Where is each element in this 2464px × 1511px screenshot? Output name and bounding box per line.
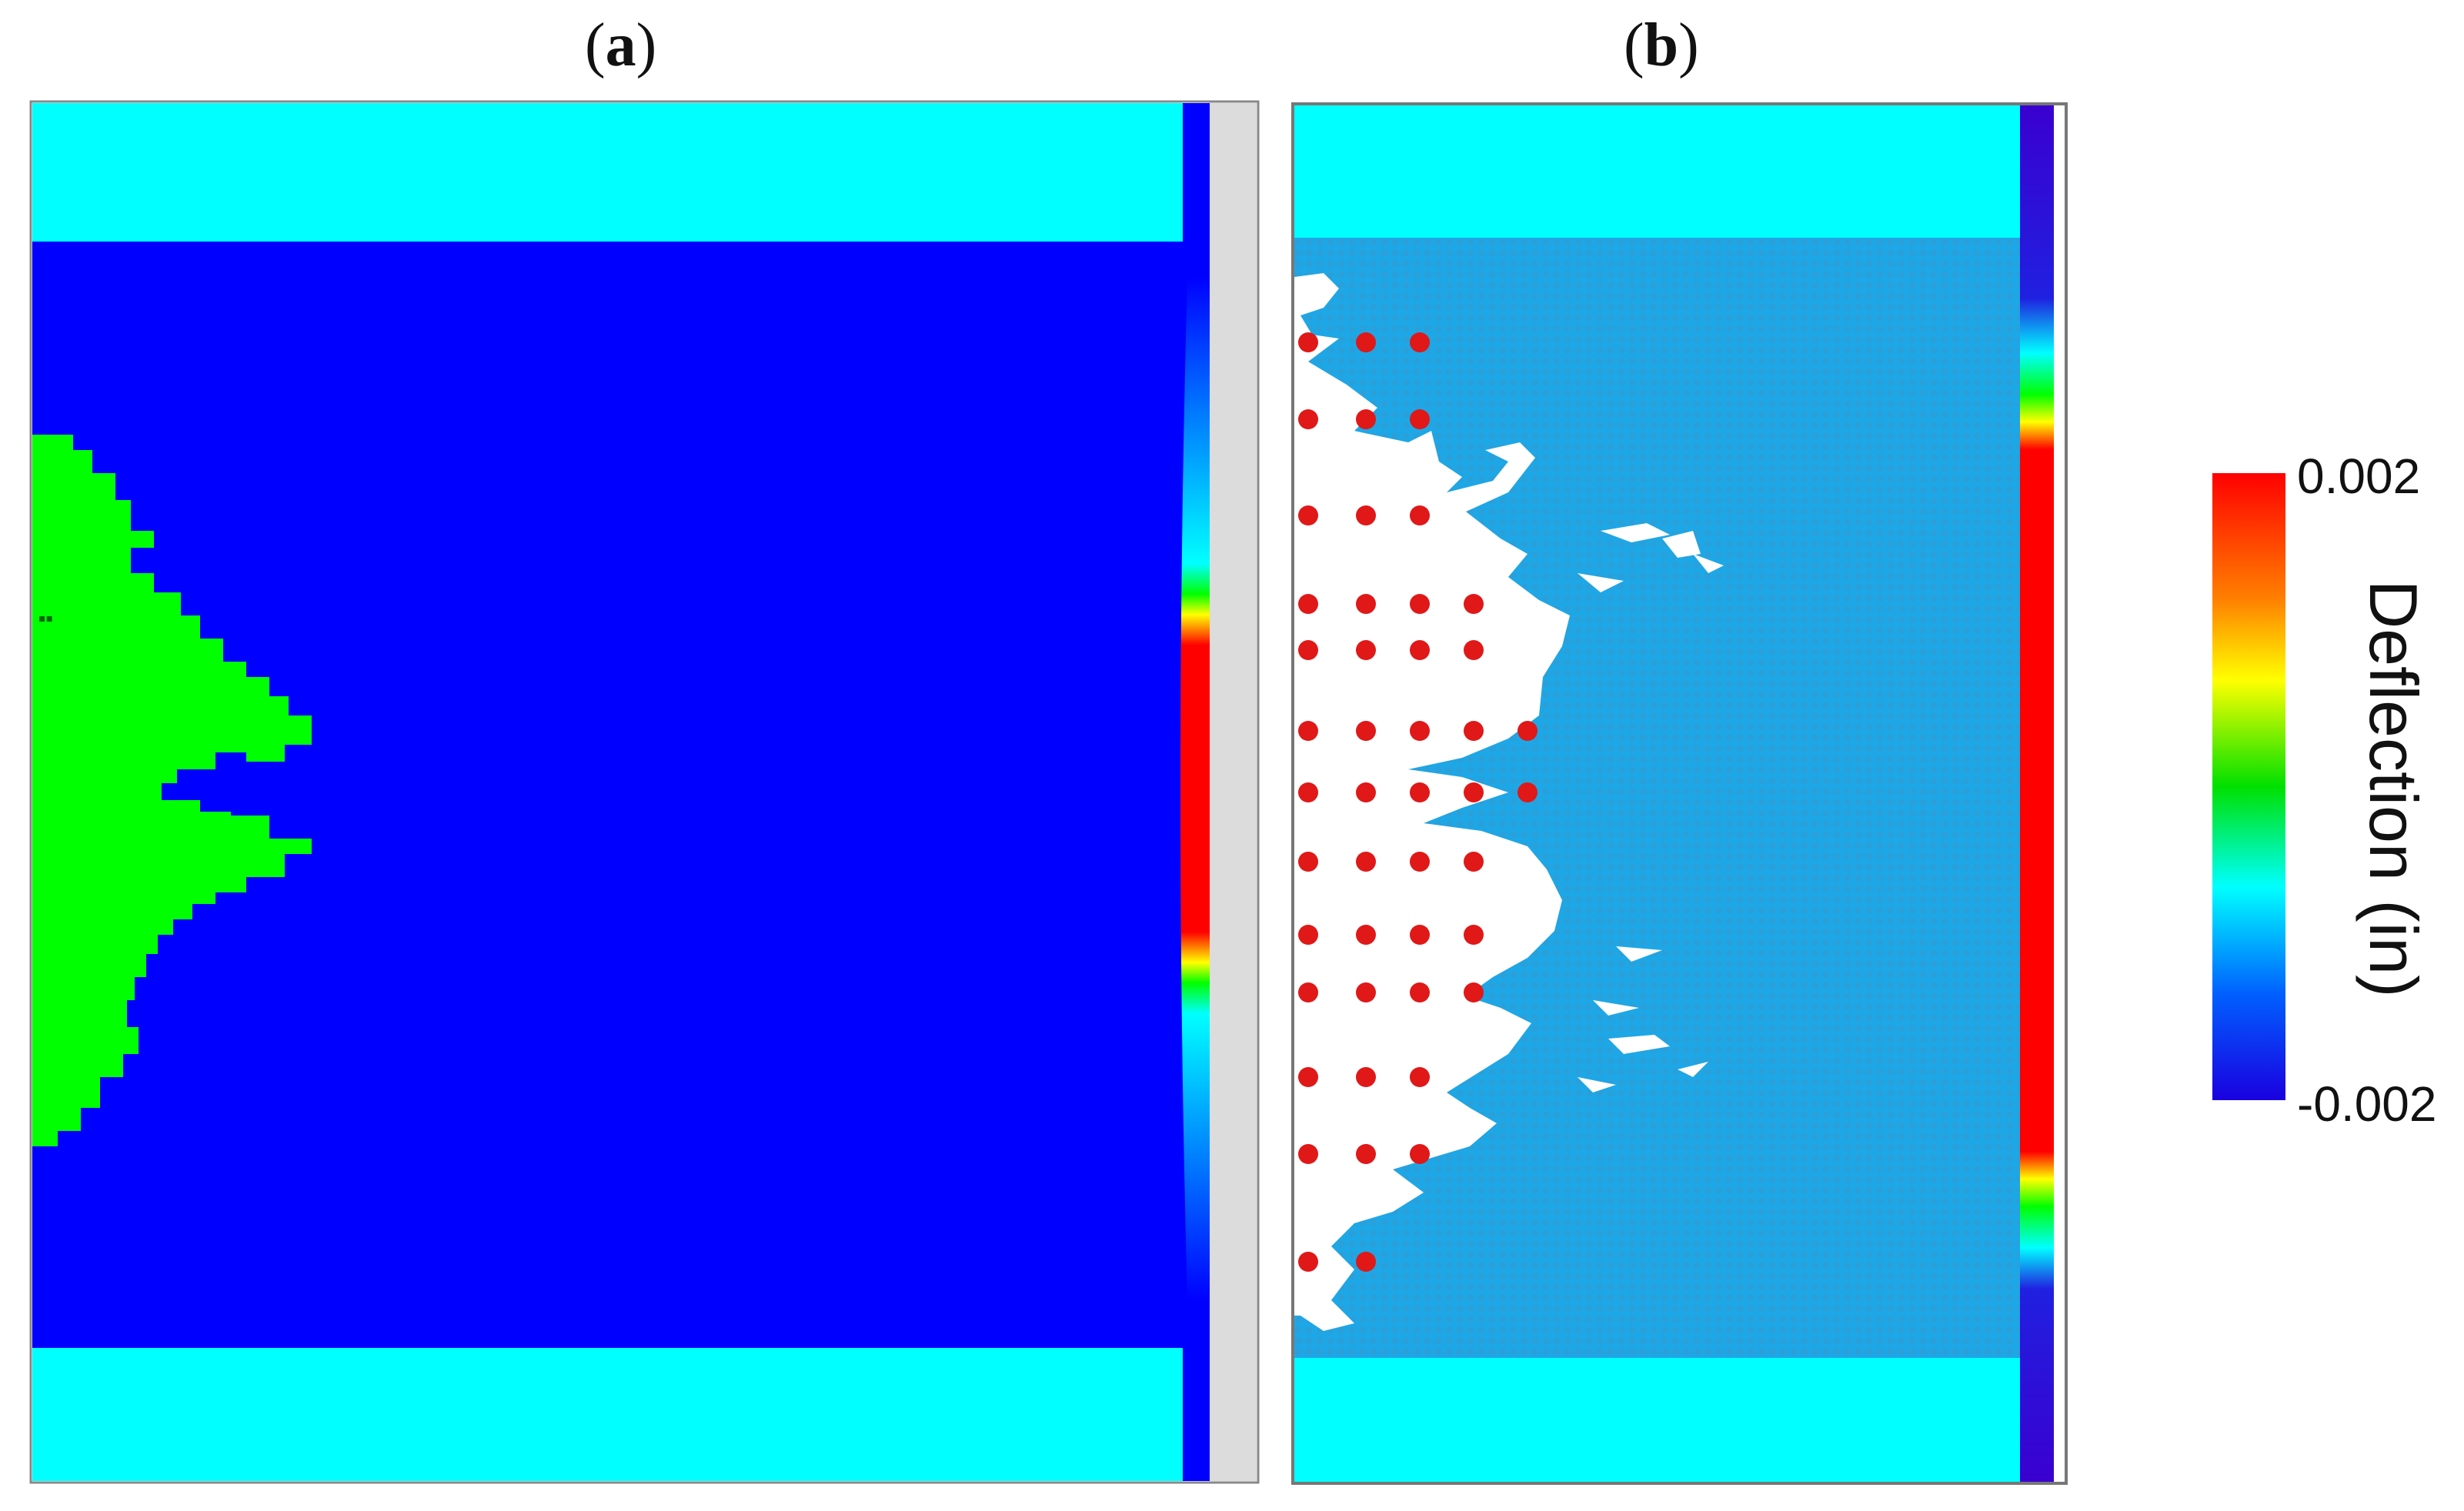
reinforcement-dot xyxy=(1356,852,1376,872)
reinforcement-dot xyxy=(1356,640,1376,660)
reinforcement-dot xyxy=(1298,852,1318,872)
reinforcement-dot xyxy=(1356,594,1376,614)
reinforcement-dot xyxy=(1298,782,1318,802)
panel-a-top-band xyxy=(32,103,1183,242)
reinforcement-dot xyxy=(1298,982,1318,1002)
reinforcement-dot xyxy=(1410,505,1430,525)
panel-a-gray-strip xyxy=(1210,103,1257,1481)
reinforcement-dot xyxy=(1356,332,1376,352)
reinforcement-dot xyxy=(1356,1252,1376,1272)
panel-a-main-region xyxy=(32,242,1183,1348)
panel-b-bottom-band xyxy=(1294,1358,2020,1482)
reinforcement-dot xyxy=(1356,1067,1376,1087)
panel-a-plot: ▪▪ xyxy=(29,100,1260,1484)
reinforcement-dot xyxy=(1410,640,1430,660)
reinforcement-dot xyxy=(1410,1067,1430,1087)
reinforcement-dot xyxy=(1356,782,1376,802)
panel-a-bottom-band xyxy=(32,1348,1183,1481)
panel-a-tiny-mark: ▪▪ xyxy=(38,612,53,625)
reinforcement-dot xyxy=(1356,925,1376,945)
reinforcement-dot xyxy=(1464,982,1484,1002)
reinforcement-dot xyxy=(1356,409,1376,429)
panel-b-crack-fingers xyxy=(1578,523,1724,1092)
reinforcement-dot xyxy=(1410,1144,1430,1164)
reinforcement-dot xyxy=(1356,1144,1376,1164)
reinforcement-dot xyxy=(1410,409,1430,429)
panel-b-plot xyxy=(1291,102,2068,1485)
panel-b-reinforcement-dots xyxy=(1298,332,1537,1272)
reinforcement-dot xyxy=(1464,852,1484,872)
colorbar-min-label: -0.002 xyxy=(2297,1076,2437,1132)
panel-a-green-region xyxy=(32,435,312,1146)
reinforcement-dot xyxy=(1410,594,1430,614)
reinforcement-dot xyxy=(1298,1252,1318,1272)
reinforcement-dot xyxy=(1410,982,1430,1002)
panel-a-label: (a) xyxy=(585,12,657,79)
reinforcement-dot xyxy=(1298,505,1318,525)
reinforcement-dot xyxy=(1356,982,1376,1002)
reinforcement-dot xyxy=(1298,332,1318,352)
reinforcement-dot xyxy=(1464,782,1484,802)
reinforcement-dot xyxy=(1410,721,1430,741)
reinforcement-dot xyxy=(1410,332,1430,352)
reinforcement-dot xyxy=(1298,640,1318,660)
reinforcement-dot xyxy=(1464,925,1484,945)
panel-b-edge-bar xyxy=(2020,105,2054,1482)
reinforcement-dot xyxy=(1356,721,1376,741)
reinforcement-dot xyxy=(1410,852,1430,872)
reinforcement-dot xyxy=(1356,505,1376,525)
reinforcement-dot xyxy=(1517,721,1537,741)
reinforcement-dot xyxy=(1410,782,1430,802)
reinforcement-dot xyxy=(1298,721,1318,741)
panel-b-top-band xyxy=(1294,105,2020,238)
panel-b-void-region xyxy=(1294,273,1570,1331)
reinforcement-dot xyxy=(1298,1067,1318,1087)
reinforcement-dot xyxy=(1298,1144,1318,1164)
colorbar-gradient xyxy=(2212,473,2285,1100)
reinforcement-dot xyxy=(1298,594,1318,614)
reinforcement-dot xyxy=(1464,594,1484,614)
reinforcement-dot xyxy=(1464,640,1484,660)
panel-a-deflection-strip xyxy=(1180,277,1210,1300)
colorbar-title: Deflection (in) xyxy=(2355,579,2432,998)
reinforcement-dot xyxy=(1517,782,1537,802)
reinforcement-dot xyxy=(1298,409,1318,429)
reinforcement-dot xyxy=(1298,925,1318,945)
panel-b-label: (b) xyxy=(1624,12,1699,79)
reinforcement-dot xyxy=(1464,721,1484,741)
reinforcement-dot xyxy=(1410,925,1430,945)
colorbar-max-label: 0.002 xyxy=(2297,449,2421,504)
